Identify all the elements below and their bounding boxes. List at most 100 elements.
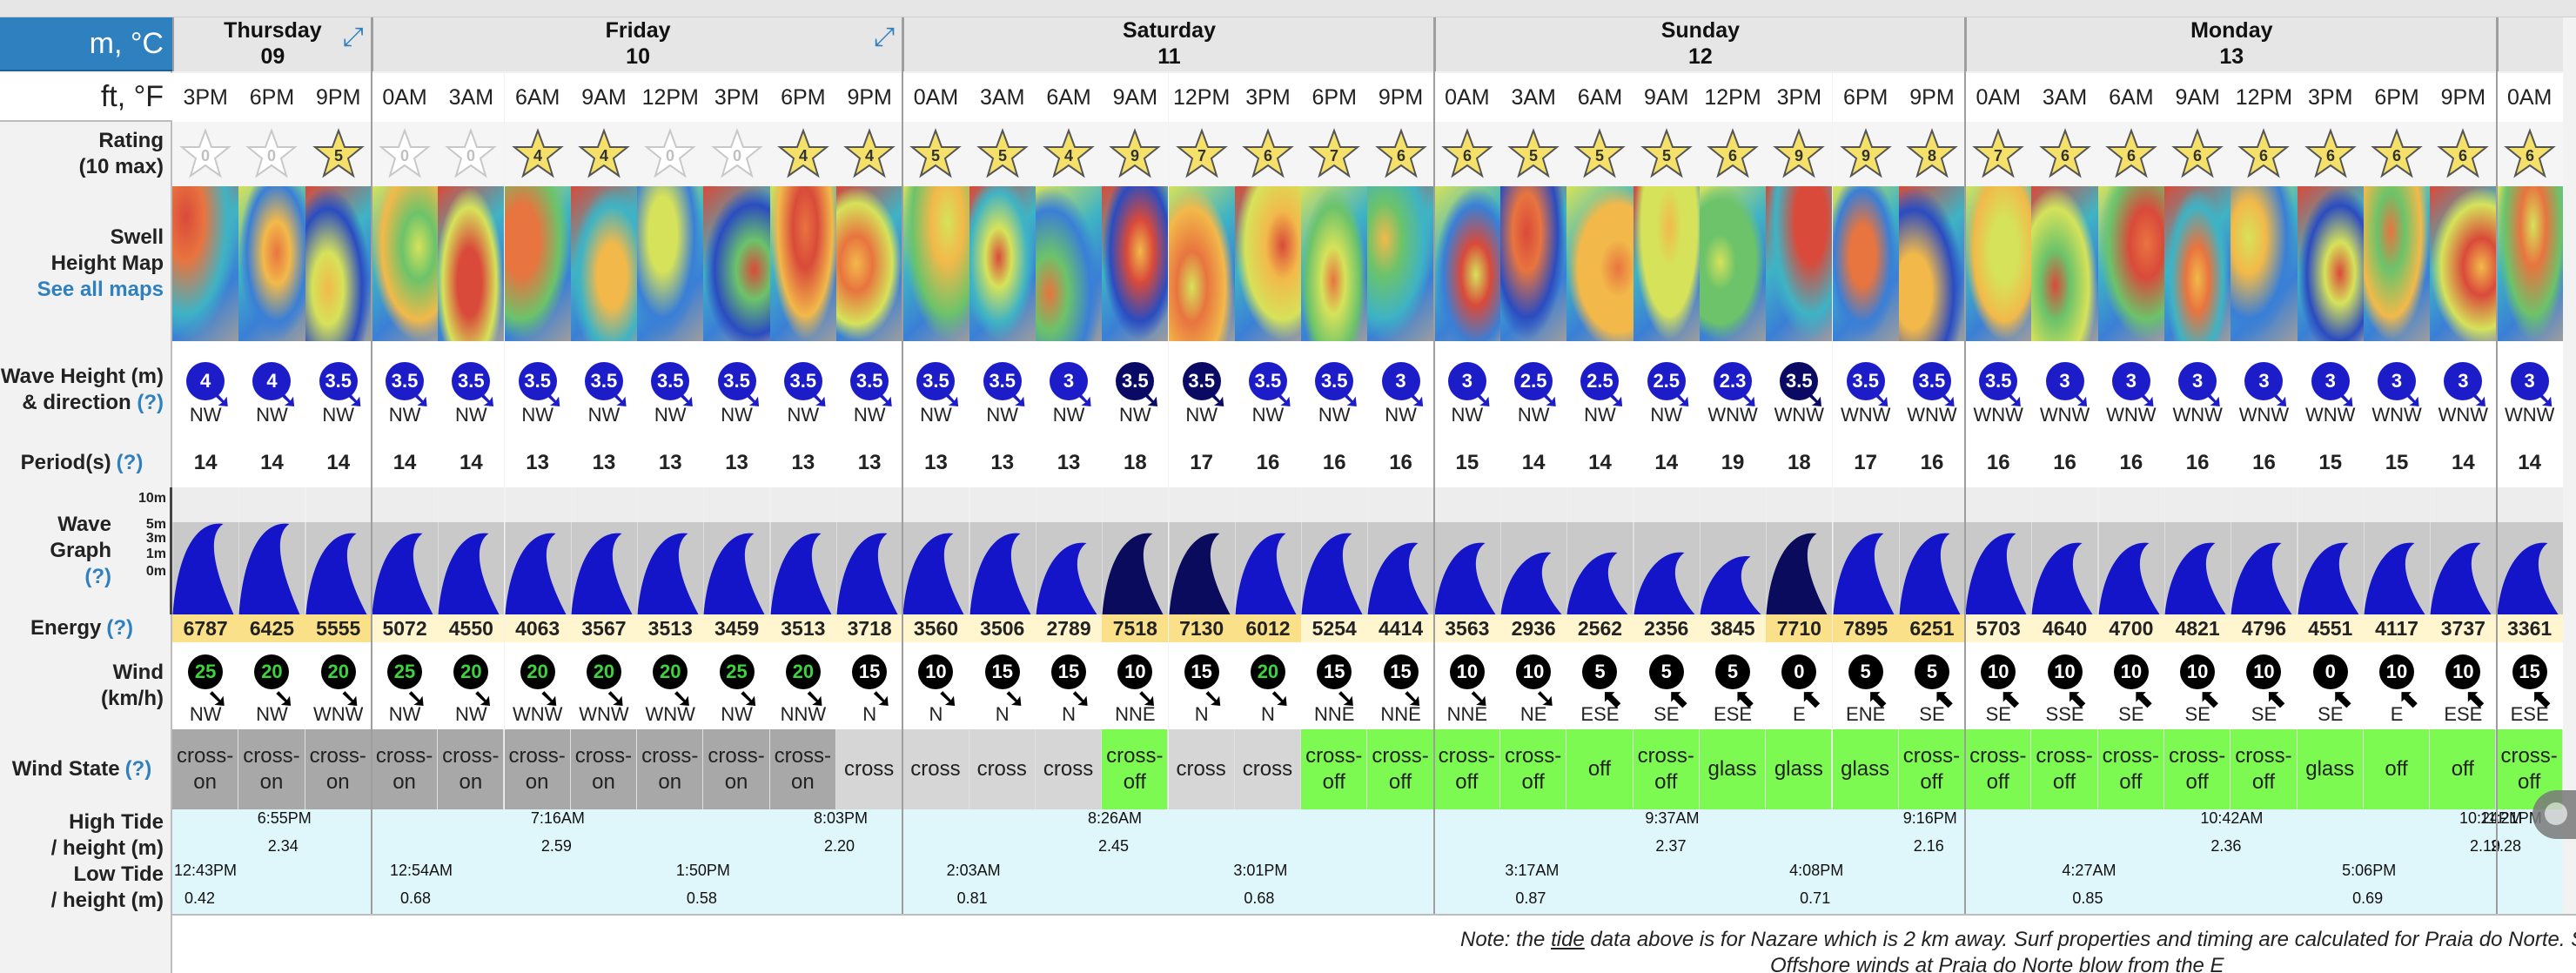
tide-note: Note: the tide data above is for Nazare … <box>172 914 2576 973</box>
swell-map-thumbnail[interactable] <box>703 186 770 341</box>
expand-icon[interactable]: ⤢ <box>342 23 364 51</box>
swell-map-thumbnail[interactable] <box>1234 186 1302 341</box>
swell-map-thumbnail[interactable] <box>1566 186 1633 341</box>
help-icon[interactable]: (?) <box>106 616 134 640</box>
wave-height-cell: 3 ➘ WNW <box>2097 341 2164 439</box>
period-cell: 13 <box>570 439 638 487</box>
swell-map-thumbnail[interactable] <box>2164 186 2231 341</box>
rating-value: 6 <box>1463 147 1472 164</box>
time-cell: 3PM <box>1766 73 1833 122</box>
swell-map-thumbnail[interactable] <box>1035 186 1103 341</box>
wave-height-cell: 3 ➘ NW <box>1433 341 1500 439</box>
swell-map-thumbnail[interactable] <box>1102 186 1169 341</box>
wave-direction: WNW <box>2438 404 2489 426</box>
swell-map-thumbnail[interactable] <box>637 186 704 341</box>
rating-value: 5 <box>931 147 940 164</box>
swell-map-thumbnail[interactable] <box>1766 186 1833 341</box>
rating-value: 7 <box>1994 147 2002 164</box>
rating-star-icon: 4 <box>511 128 564 178</box>
help-icon[interactable]: (?) <box>137 391 164 414</box>
wave-graph-icon <box>1700 487 1767 614</box>
swell-map-thumbnail[interactable] <box>1433 186 1500 341</box>
swell-map-thumbnail[interactable] <box>504 186 571 341</box>
swell-map-thumbnail[interactable] <box>1965 186 2032 341</box>
wave-graph-cell <box>505 487 571 614</box>
swell-map-thumbnail[interactable] <box>1832 186 1899 341</box>
rating-star-icon: 5 <box>312 128 365 178</box>
swell-map-thumbnail[interactable] <box>1367 186 1434 341</box>
wave-direction-arrow-icon: ➘ <box>1605 386 1626 413</box>
swell-map-thumbnail[interactable] <box>305 186 372 341</box>
help-icon[interactable]: (?) <box>84 565 111 588</box>
swell-map-thumbnail[interactable] <box>1500 186 1567 341</box>
wind-state-text: cross <box>843 757 895 781</box>
rating-cell: 5 <box>902 122 969 186</box>
rating-star-icon: 6 <box>2371 128 2423 178</box>
wind-cell: 15 ➘ N <box>1035 642 1103 729</box>
wind-speed-badge: 10 <box>1981 654 2016 689</box>
swell-map-thumbnail[interactable] <box>2430 186 2497 341</box>
high-tide-height: 2.37 <box>1655 837 1687 855</box>
energy-cell: 3459 <box>703 614 770 642</box>
wind-state-cell: cross <box>1035 729 1103 809</box>
swell-map-thumbnail[interactable] <box>1633 186 1700 341</box>
rating-star-icon: 6 <box>1242 128 1294 178</box>
wind-direction: WNW <box>512 703 563 725</box>
swell-map-thumbnail[interactable] <box>2496 186 2563 341</box>
see-all-maps-link[interactable]: See all maps <box>37 278 164 301</box>
wave-height-badge: 3 <box>2510 362 2549 400</box>
energy-cell: 3513 <box>637 614 704 642</box>
wind-speed-badge: 10 <box>2047 654 2083 689</box>
wave-height-badge: 3.5 <box>1846 362 1885 400</box>
help-icon[interactable]: (?) <box>116 451 144 474</box>
energy-cell: 4063 <box>504 614 571 642</box>
swell-map-thumbnail[interactable] <box>836 186 903 341</box>
swell-map-thumbnail[interactable] <box>1898 186 1966 341</box>
wave-height-cell: 3 ➘ WNW <box>2031 341 2098 439</box>
help-icon[interactable]: (?) <box>124 757 152 781</box>
scroll-right-button[interactable] <box>2532 790 2576 839</box>
swell-map-thumbnail[interactable] <box>570 186 638 341</box>
wave-height-cell: 3 ➘ WNW <box>2231 341 2298 439</box>
rating-cell: 4 <box>836 122 903 186</box>
swell-map-thumbnail[interactable] <box>438 186 505 341</box>
wave-graph-label: Wave Graph (?) <box>50 513 111 588</box>
swell-map-thumbnail[interactable] <box>1699 186 1767 341</box>
wave-height-badge: 3 <box>2244 362 2284 400</box>
swell-map-thumbnail[interactable] <box>2231 186 2298 341</box>
swell-map-thumbnail[interactable] <box>769 186 836 341</box>
wind-direction: SE <box>2118 703 2144 725</box>
metric-units-toggle[interactable]: m, °C <box>0 17 172 71</box>
expand-icon[interactable]: ⤢ <box>874 23 896 51</box>
swell-map-thumbnail[interactable] <box>371 186 439 341</box>
imperial-units-toggle[interactable]: ft, °F <box>0 73 172 122</box>
rating-cell: 0 <box>172 122 239 186</box>
energy-cell: 4640 <box>2031 614 2098 642</box>
swell-map-thumbnail[interactable] <box>2031 186 2098 341</box>
wind-state-cell: cross-off <box>2097 729 2164 809</box>
wind-state-text: cross-on <box>508 744 566 794</box>
swell-map-thumbnail[interactable] <box>1301 186 1368 341</box>
period-cell: 14 <box>238 439 305 487</box>
swell-map-thumbnail[interactable] <box>969 186 1036 341</box>
wave-direction-arrow-icon: ➘ <box>1738 386 1759 413</box>
tide-link[interactable]: tide <box>1551 928 1585 951</box>
swell-map-thumbnail[interactable] <box>238 186 305 341</box>
swell-map-thumbnail[interactable] <box>2297 186 2364 341</box>
rating-star-icon: 6 <box>2237 128 2291 178</box>
wave-graph-cell <box>2164 487 2231 614</box>
swell-map-thumbnail[interactable] <box>2097 186 2164 341</box>
high-tide-height: 2.59 <box>540 837 572 855</box>
rating-value: 6 <box>1264 147 1272 164</box>
energy-cell: 5555 <box>305 614 372 642</box>
swell-map-thumbnail[interactable] <box>2363 186 2431 341</box>
swell-map-thumbnail[interactable] <box>172 186 239 341</box>
wave-height-badge: 3.5 <box>651 362 690 400</box>
swell-map-thumbnail[interactable] <box>1168 186 1235 341</box>
wave-height-badge: 3 <box>1447 362 1486 400</box>
wave-height-badge: 2.3 <box>1714 362 1753 400</box>
wave-direction-arrow-icon: ➘ <box>941 386 962 413</box>
wind-speed-badge: 0 <box>1781 654 1817 689</box>
wind-cell: 5 ⬉ SE <box>1898 642 1966 729</box>
swell-map-thumbnail[interactable] <box>902 186 969 341</box>
